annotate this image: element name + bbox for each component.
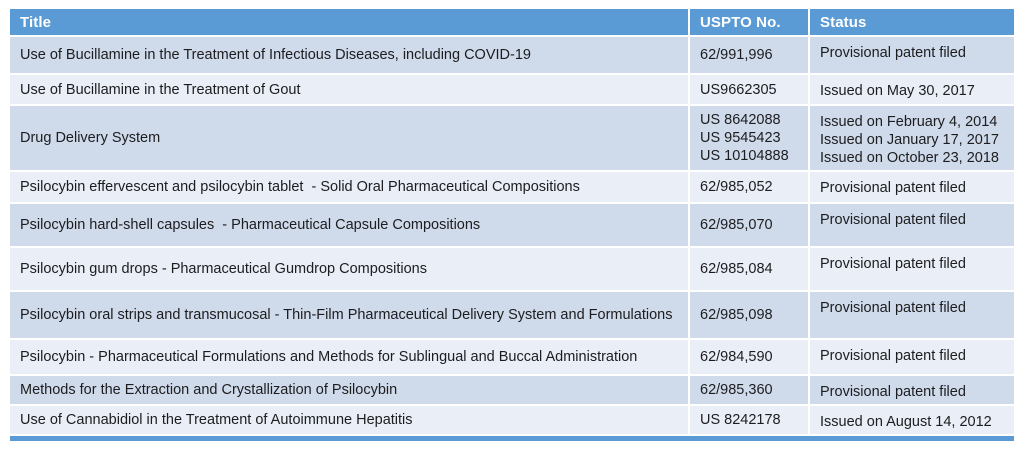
uspto-cell: US9662305 — [690, 75, 808, 104]
table-row: Psilocybin hard-shell capsules - Pharmac… — [10, 204, 1014, 246]
status-cell: Provisional patent filed — [810, 37, 1014, 73]
uspto-cell: 62/985,360 — [690, 376, 808, 404]
status-cell: Issued on May 30, 2017 — [810, 75, 1014, 104]
patent-table-page: Title USPTO No. Status Use of Bucillamin… — [8, 7, 1016, 441]
uspto-cell: 62/985,052 — [690, 172, 808, 202]
status-cell: Provisional patent filed — [810, 340, 1014, 374]
uspto-cell: US 8242178 — [690, 406, 808, 434]
header-row: Title USPTO No. Status — [10, 9, 1014, 35]
uspto-cell: 62/984,590 — [690, 340, 808, 374]
title-cell: Methods for the Extraction and Crystalli… — [10, 376, 688, 404]
column-header-uspto: USPTO No. — [690, 9, 808, 35]
title-cell: Psilocybin effervescent and psilocybin t… — [10, 172, 688, 202]
title-cell: Psilocybin hard-shell capsules - Pharmac… — [10, 204, 688, 246]
uspto-cell: 62/985,070 — [690, 204, 808, 246]
title-cell: Use of Bucillamine in the Treatment of G… — [10, 75, 688, 104]
patent-table: Title USPTO No. Status Use of Bucillamin… — [8, 7, 1016, 436]
uspto-cell: 62/985,084 — [690, 248, 808, 290]
table-row: Psilocybin effervescent and psilocybin t… — [10, 172, 1014, 202]
table-row: Use of Bucillamine in the Treatment of I… — [10, 37, 1014, 73]
uspto-cell: 62/985,098 — [690, 292, 808, 338]
column-header-status: Status — [810, 9, 1014, 35]
status-cell: Provisional patent filed — [810, 292, 1014, 338]
status-cell: Provisional patent filed — [810, 248, 1014, 290]
table-row: Psilocybin gum drops - Pharmaceutical Gu… — [10, 248, 1014, 290]
title-cell: Use of Cannabidiol in the Treatment of A… — [10, 406, 688, 434]
title-cell: Psilocybin gum drops - Pharmaceutical Gu… — [10, 248, 688, 290]
table-row: Psilocybin oral strips and transmucosal … — [10, 292, 1014, 338]
table-row: Use of Bucillamine in the Treatment of G… — [10, 75, 1014, 104]
title-cell: Use of Bucillamine in the Treatment of I… — [10, 37, 688, 73]
status-cell: Provisional patent filed — [810, 376, 1014, 404]
uspto-cell: US 8642088 US 9545423 US 10104888 — [690, 106, 808, 170]
table-row: Drug Delivery System US 8642088 US 95454… — [10, 106, 1014, 170]
status-cell: Issued on August 14, 2012 — [810, 406, 1014, 434]
table-row: Methods for the Extraction and Crystalli… — [10, 376, 1014, 404]
column-header-title: Title — [10, 9, 688, 35]
table-row: Use of Cannabidiol in the Treatment of A… — [10, 406, 1014, 434]
table-row: Psilocybin - Pharmaceutical Formulations… — [10, 340, 1014, 374]
uspto-cell: 62/991,996 — [690, 37, 808, 73]
title-cell: Psilocybin - Pharmaceutical Formulations… — [10, 340, 688, 374]
title-cell: Psilocybin oral strips and transmucosal … — [10, 292, 688, 338]
status-cell: Provisional patent filed — [810, 172, 1014, 202]
title-cell: Drug Delivery System — [10, 106, 688, 170]
status-cell: Provisional patent filed — [810, 204, 1014, 246]
status-cell: Issued on February 4, 2014 Issued on Jan… — [810, 106, 1014, 170]
table-bottom-border — [10, 436, 1014, 441]
